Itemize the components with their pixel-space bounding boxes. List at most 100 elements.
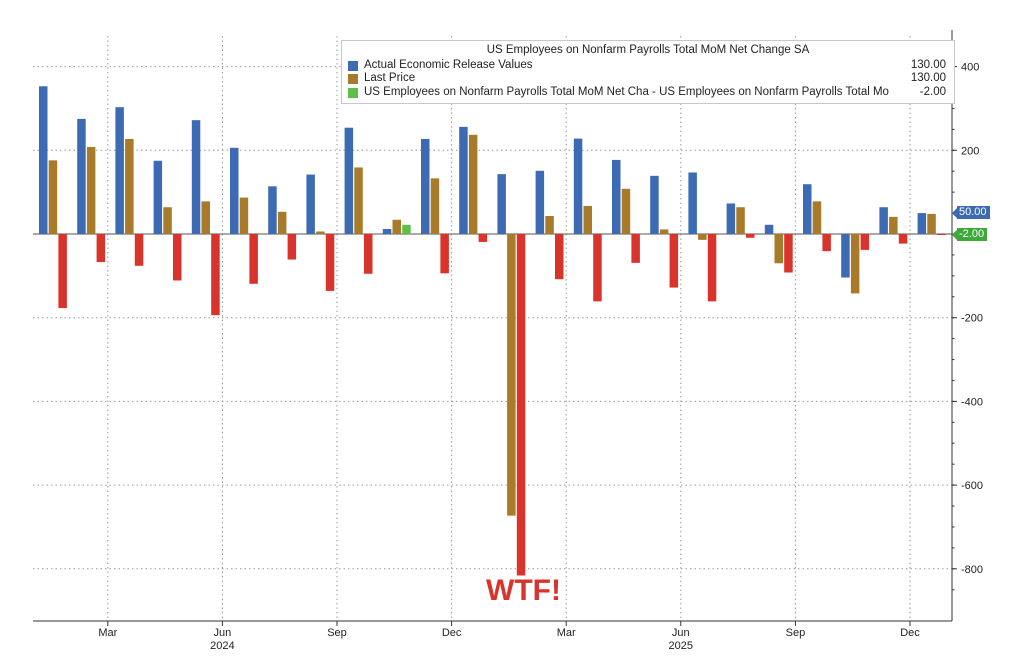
last-price-bar — [812, 201, 822, 234]
last-price-bar — [277, 211, 287, 234]
last-price-bar — [125, 139, 134, 234]
actual-bar — [268, 186, 277, 234]
x-tick-label: Dec — [900, 627, 920, 639]
year-label: 2024 — [210, 640, 234, 652]
last-price-bar — [507, 234, 516, 516]
x-tick-label: Sep — [327, 627, 347, 639]
legend-value-actual: 130.00 — [906, 59, 946, 71]
value-tag-pointer — [952, 228, 958, 241]
actual-bar — [230, 147, 239, 234]
last-price-bar — [698, 234, 707, 240]
actual-bar — [306, 174, 315, 234]
last-price-bar — [392, 219, 401, 234]
x-tick-label: Dec — [442, 627, 462, 639]
difference-bar — [287, 234, 297, 260]
chart-title: US Employees on Nonfarm Payrolls Total M… — [486, 44, 810, 56]
last-price-bar — [86, 146, 96, 234]
difference-bar — [669, 234, 679, 288]
actual-bar — [612, 159, 621, 234]
year-label: 2025 — [669, 640, 693, 652]
difference-bar — [937, 234, 946, 235]
difference-bar — [173, 234, 182, 281]
y-tick-label: -400 — [961, 396, 983, 408]
last-price-bar — [621, 188, 631, 234]
last-price-bar — [889, 216, 898, 234]
difference-bar — [516, 234, 526, 576]
actual-bar — [841, 234, 850, 278]
actual-bar — [115, 107, 124, 234]
legend-swatch-last-price — [348, 74, 358, 84]
difference-bar — [593, 234, 602, 302]
last-price-bar — [354, 167, 363, 234]
x-tick-label: Jun — [672, 627, 690, 639]
y-tick-label: -800 — [961, 564, 983, 576]
difference-bar — [631, 234, 640, 263]
last-price-bar — [430, 178, 440, 234]
last-price-bar — [316, 231, 325, 234]
actual-bar — [535, 170, 545, 234]
difference-bar — [746, 234, 755, 238]
y-tick-label: 200 — [961, 145, 979, 157]
difference-bar — [784, 234, 793, 273]
y-tick-label: -600 — [961, 480, 983, 492]
difference-bar — [211, 234, 220, 316]
actual-bar — [803, 184, 812, 234]
actual-bar — [650, 175, 659, 234]
last-price-bar — [736, 207, 745, 234]
last-value-tag-difference: -2.00 — [957, 227, 988, 241]
difference-bar — [822, 234, 831, 252]
actual-bar — [459, 126, 468, 234]
difference-bar — [58, 234, 67, 309]
difference-bar — [898, 234, 908, 244]
y-tick-label: 400 — [961, 62, 979, 74]
actual-bar — [879, 207, 888, 234]
difference-bar — [364, 234, 373, 274]
legend-value-last-price: 130.00 — [906, 72, 946, 84]
value-tag-pointer — [952, 207, 958, 220]
last-price-bar — [545, 216, 554, 234]
legend-label-actual: Actual Economic Release Values — [364, 59, 533, 71]
actual-bar — [421, 139, 430, 234]
last-price-bar — [163, 207, 172, 234]
x-tick-label: Mar — [557, 627, 576, 639]
difference-bar — [555, 234, 564, 280]
actual-bar — [382, 228, 392, 234]
difference-bar — [707, 234, 717, 302]
last-price-bar — [659, 229, 669, 234]
last-price-bar — [201, 201, 210, 234]
difference-bar — [860, 234, 870, 250]
legend-item-difference: US Employees on Nonfarm Payrolls Total M… — [348, 86, 946, 100]
difference-bar — [249, 234, 258, 284]
actual-bar — [344, 127, 354, 234]
legend-item-last-price: Last Price 130.00 — [348, 72, 946, 86]
x-tick-label: Mar — [98, 627, 117, 639]
actual-bar — [688, 172, 697, 234]
wtf-annotation: WTF! — [486, 574, 561, 607]
last-price-bar — [468, 134, 478, 234]
y-tick-label: -200 — [961, 313, 983, 325]
last-value-tag-actual: 50.00 — [957, 206, 990, 220]
last-price-bar — [774, 234, 783, 264]
actual-bar — [573, 138, 583, 234]
legend-swatch-difference — [348, 88, 358, 98]
difference-bar — [134, 234, 144, 266]
x-tick-label: Sep — [786, 627, 806, 639]
legend-label-last-price: Last Price — [364, 72, 416, 84]
x-tick-label: Jun — [214, 627, 232, 639]
legend-label-difference: US Employees on Nonfarm Payrolls Total M… — [364, 86, 889, 98]
difference-bar — [96, 234, 106, 263]
actual-bar — [497, 174, 506, 234]
last-price-bar — [239, 197, 249, 234]
last-price-bar — [583, 205, 592, 234]
actual-bar — [77, 118, 86, 234]
last-price-bar — [927, 213, 936, 234]
actual-bar — [764, 224, 774, 234]
actual-bar — [917, 213, 927, 234]
last-price-bar — [48, 160, 58, 234]
actual-bar — [726, 203, 736, 234]
legend-item-actual: Actual Economic Release Values 130.00 — [348, 59, 946, 73]
legend-swatch-actual — [348, 61, 358, 71]
difference-bar — [440, 234, 449, 274]
legend-value-difference: -2.00 — [915, 86, 946, 98]
